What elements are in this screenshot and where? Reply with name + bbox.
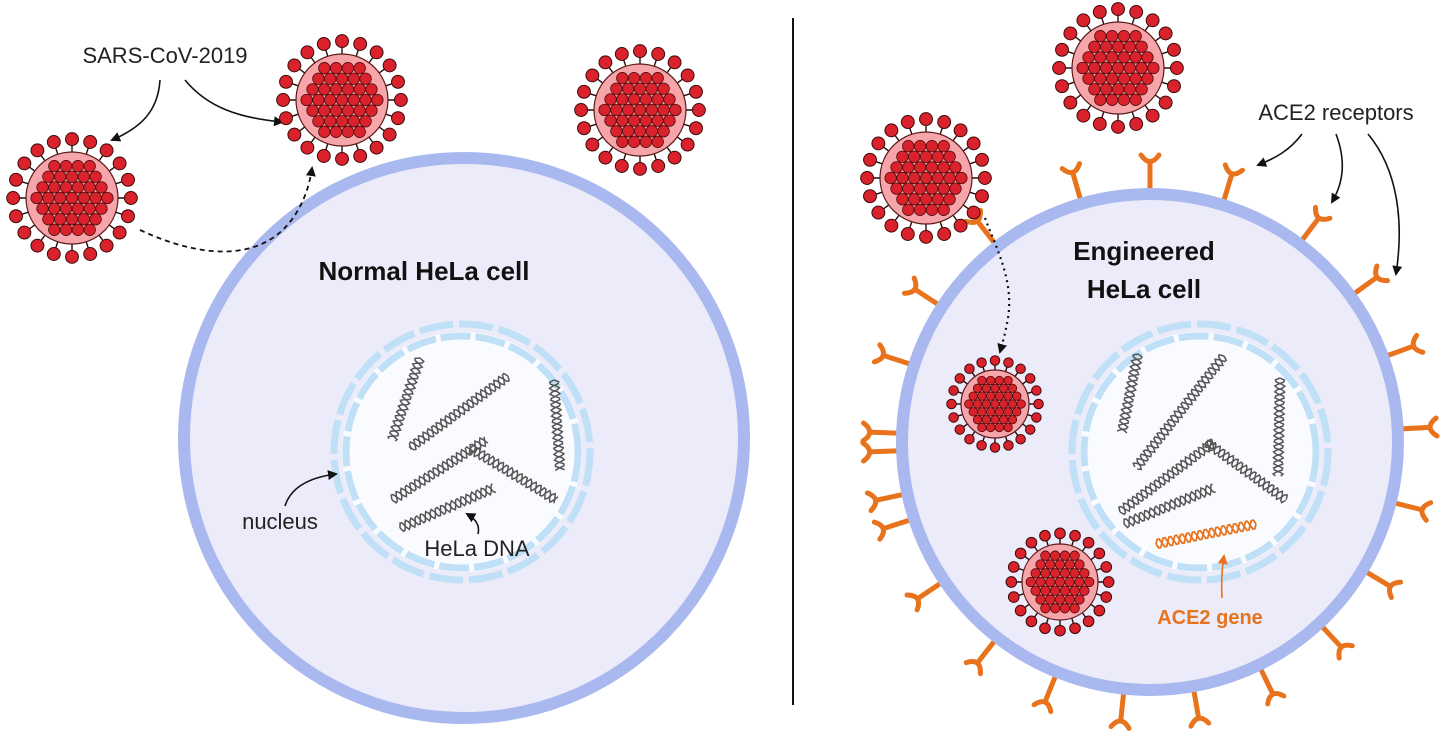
ace2-receptor: [1221, 162, 1245, 202]
arrow-virus-label-to-virus1: [110, 79, 161, 142]
ace2-receptor: [1108, 692, 1132, 731]
engineered-cell-title-line1: Engineered: [1073, 236, 1215, 266]
ace2-receptor: [1188, 689, 1212, 729]
ace2-receptor: [864, 490, 905, 513]
ace2-receptor: [1401, 415, 1440, 439]
ace2-receptor: [1300, 204, 1333, 242]
virus-3: [574, 44, 706, 176]
ace2-receptors: [860, 152, 1440, 731]
ace2-receptor: [1365, 570, 1404, 600]
arrow-bounce-dashed: [139, 166, 316, 253]
engineered-cell-title-line2: HeLa cell: [1087, 274, 1201, 304]
virus-particles: [6, 2, 1184, 637]
ace2-receptor: [1352, 263, 1390, 296]
arrow-to-hela-dna: [465, 513, 480, 535]
ace2-receptor: [860, 420, 899, 444]
ace2-receptor: [1393, 500, 1434, 523]
ace2-receptor: [1386, 332, 1426, 358]
ace2-receptors-label: ACE2 receptors: [1258, 100, 1413, 125]
ace2-receptor: [1258, 667, 1287, 707]
virus-5-entering: [860, 112, 992, 244]
ace2-receptor: [860, 440, 899, 464]
virus-1: [6, 132, 138, 264]
arrow-to-nucleus: [284, 470, 338, 507]
arrow-virus-entry-dotted: [983, 217, 1011, 354]
ace2-receptor: [871, 517, 911, 542]
arrow-virus-label-to-virus2: [184, 79, 284, 127]
virus-2: [276, 34, 408, 166]
virus-6-inside: [946, 355, 1044, 453]
ace2-gene-label: ACE2 gene: [1157, 607, 1263, 629]
ace2-receptor: [871, 342, 911, 367]
hela-dna-label: HeLa DNA: [424, 536, 529, 561]
ace2-receptor: [1031, 675, 1058, 714]
ace2-gene: [1155, 519, 1257, 549]
hela-dna-right: [1116, 353, 1289, 529]
ace2-receptor: [1320, 625, 1355, 661]
ace2-receptor: [1059, 161, 1083, 201]
arrow-ace2-to-receptor3: [1367, 133, 1403, 276]
arrow-to-ace2-gene: [1217, 554, 1228, 599]
virus-label: SARS-CoV-2019: [82, 43, 247, 68]
nucleus-label: nucleus: [242, 509, 318, 534]
ace2-receptor: [904, 581, 942, 613]
ace2-receptor: [901, 275, 940, 307]
arrow-ace2-to-receptor2: [1330, 133, 1344, 204]
ace2-receptor: [963, 639, 997, 677]
normal-cell-title: Normal HeLa cell: [319, 256, 530, 286]
ace2-receptor: [1138, 152, 1162, 191]
nucleus-left: [330, 320, 594, 584]
nucleus-right: [1068, 320, 1332, 584]
hela-dna-left: [387, 357, 566, 533]
virus-7-inside: [1005, 527, 1115, 637]
arrow-ace2-to-receptor1: [1256, 133, 1303, 167]
virus-4: [1052, 2, 1184, 134]
